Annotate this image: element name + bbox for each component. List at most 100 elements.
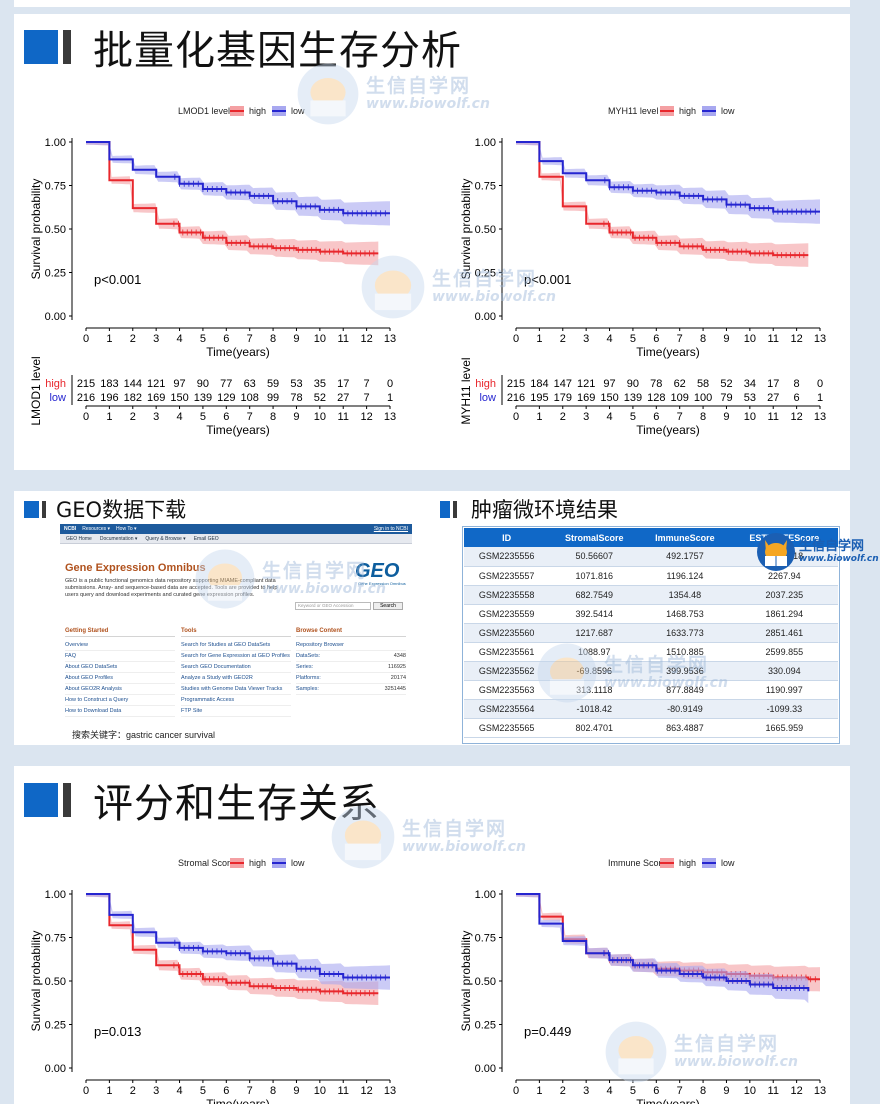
geo-link[interactable]: Series: [296, 664, 314, 670]
risk-x-tick-label: 1 [536, 411, 542, 423]
y-tick-label: 0.75 [45, 181, 66, 193]
risk-high-count: 53 [290, 378, 302, 390]
legend-low-label: low [291, 106, 305, 116]
x-tick-label: 7 [247, 1085, 253, 1097]
geo-link[interactable]: Overview [65, 640, 175, 651]
geo-link[interactable]: About GEO2R Analysis [65, 684, 175, 695]
cell-stromal: 1071.816 [549, 566, 640, 586]
geo-link[interactable]: Platforms: [296, 675, 321, 681]
geo-logo: GEO [355, 560, 400, 582]
risk-high-count: 0 [387, 378, 393, 390]
risk-high-count: 35 [314, 378, 326, 390]
geo-link[interactable]: Analyze a Study with GEO2R [181, 673, 291, 684]
cell-stromal: 1217.687 [549, 623, 640, 643]
score-heading-blue-block [24, 783, 58, 817]
geo-nav-home[interactable]: GEO Home [66, 535, 92, 542]
risk-low-count: 6 [794, 392, 800, 404]
geo-nav-query[interactable]: Query & Browse ▾ [145, 535, 186, 542]
geo-resources-menu[interactable]: Resources ▾ [82, 526, 111, 532]
x-tick-label: 8 [700, 333, 706, 345]
y-tick-label: 0.50 [475, 976, 496, 988]
risk-low-count: 150 [600, 392, 618, 404]
cell-stromal: 802.4701 [549, 718, 640, 738]
geo-link[interactable]: Repository Browser [296, 642, 344, 648]
x-tick-label: 12 [360, 1085, 372, 1097]
risk-x-tick-label: 8 [270, 411, 276, 423]
geo-link[interactable]: Programmatic Access [181, 695, 291, 706]
geo-nav-email[interactable]: Email GEO [193, 535, 219, 542]
legend-title: LMOD1 level [178, 106, 230, 116]
y-tick-label: 0.00 [45, 311, 66, 323]
survival-curve-high [516, 141, 809, 257]
risk-low-count: 129 [217, 392, 235, 404]
x-tick-label: 10 [314, 333, 326, 345]
x-tick-label: 10 [314, 1085, 326, 1097]
ncbi-logo[interactable]: NCBI [64, 526, 77, 532]
cell-immune: 492.1757 [639, 547, 731, 567]
geo-link[interactable]: Search for Studies at GEO DataSets [181, 640, 291, 651]
geo-signin-link[interactable]: Sign in to NCBI [373, 526, 408, 532]
geo-link[interactable]: DataSets: [296, 653, 321, 659]
geo-link[interactable]: Search GEO Documentation [181, 662, 291, 673]
geo-link[interactable]: FTP Site [181, 706, 291, 717]
x-tick-label: 13 [384, 333, 396, 345]
y-tick-label: 0.00 [45, 1063, 66, 1075]
cell-immune: 1354.48 [639, 585, 731, 605]
x-tick-label: 13 [814, 333, 826, 345]
cell-id: GSM2235564 [464, 699, 550, 719]
x-tick-label: 4 [176, 1085, 182, 1097]
geo-link[interactable]: How to Construct a Query [65, 695, 175, 706]
cell-immune: 1633.773 [639, 623, 731, 643]
risk-low-count: 100 [694, 392, 712, 404]
risk-x-axis-label: Time(years) [636, 423, 700, 437]
y-axis-label: Survival probability [459, 179, 473, 280]
y-tick-label: 1.00 [45, 137, 66, 149]
score-survival-heading: 评分和生存关系 [24, 775, 380, 827]
geo-logo-subtitle: Gene Expression Omnibus [358, 581, 406, 586]
x-tick-label: 6 [653, 1085, 659, 1097]
geo-heading-dark-bar [42, 500, 46, 518]
x-tick-label: 4 [606, 1085, 612, 1097]
risk-low-count: 1 [817, 392, 823, 404]
x-tick-label: 0 [513, 1085, 519, 1097]
table-body: GSM223555650.56607492.1757542.7418GSM223… [464, 547, 838, 738]
geo-link[interactable]: About GEO DataSets [65, 662, 175, 673]
geo-link[interactable]: Studies with Genome Data Viewer Tracks [181, 684, 291, 695]
geo-link[interactable]: Search for Gene Expression at GEO Profil… [181, 651, 291, 662]
geo-howto-menu[interactable]: How To ▾ [116, 526, 137, 532]
geo-description: GEO is a public functional genomics data… [65, 578, 278, 598]
cell-id: GSM2235560 [464, 623, 550, 643]
geo-browse-content: Browse Content Repository Browser DataSe… [296, 628, 406, 695]
cell-stromal: 682.7549 [549, 585, 640, 605]
x-tick-label: 13 [814, 1085, 826, 1097]
legend-high-label: high [679, 106, 696, 116]
corner-logo: 生信自学网 www.biowolf.cn [756, 532, 879, 572]
cell-stromal: -69.8596 [549, 661, 640, 681]
cell-stromal: 50.56607 [549, 547, 640, 567]
geo-nav-documentation[interactable]: Documentation ▾ [99, 535, 138, 542]
y-tick-label: 0.75 [475, 181, 496, 193]
y-tick-label: 0.50 [45, 224, 66, 236]
risk-x-tick-label: 5 [630, 411, 636, 423]
y-tick-label: 0.00 [475, 1063, 496, 1075]
risk-low-count: 108 [241, 392, 259, 404]
risk-high-count: 8 [794, 378, 800, 390]
top-strip [14, 0, 850, 7]
geo-link[interactable]: Samples: [296, 686, 319, 692]
geo-navbar: GEO Home Documentation ▾ Query & Browse … [60, 534, 412, 544]
cell-estimate: 330.094 [730, 661, 838, 681]
risk-low-label: low [49, 392, 66, 404]
ci-band-high [516, 894, 820, 992]
geo-link[interactable]: FAQ [65, 651, 175, 662]
x-tick-label: 7 [677, 333, 683, 345]
table-row: GSM2235563 313.1118 877.8849 1190.997 [464, 680, 838, 700]
x-tick-label: 7 [247, 333, 253, 345]
geo-search-button[interactable]: Search [373, 602, 403, 610]
geo-title: GEO数据下载 [56, 498, 187, 522]
geo-link[interactable]: About GEO Profiles [65, 673, 175, 684]
batch-survival-title: 批量化基因生存分析 [93, 28, 462, 74]
geo-search-input[interactable]: Keyword or GEO Accession [295, 602, 371, 610]
geo-link[interactable]: How to Download Data [65, 706, 175, 717]
